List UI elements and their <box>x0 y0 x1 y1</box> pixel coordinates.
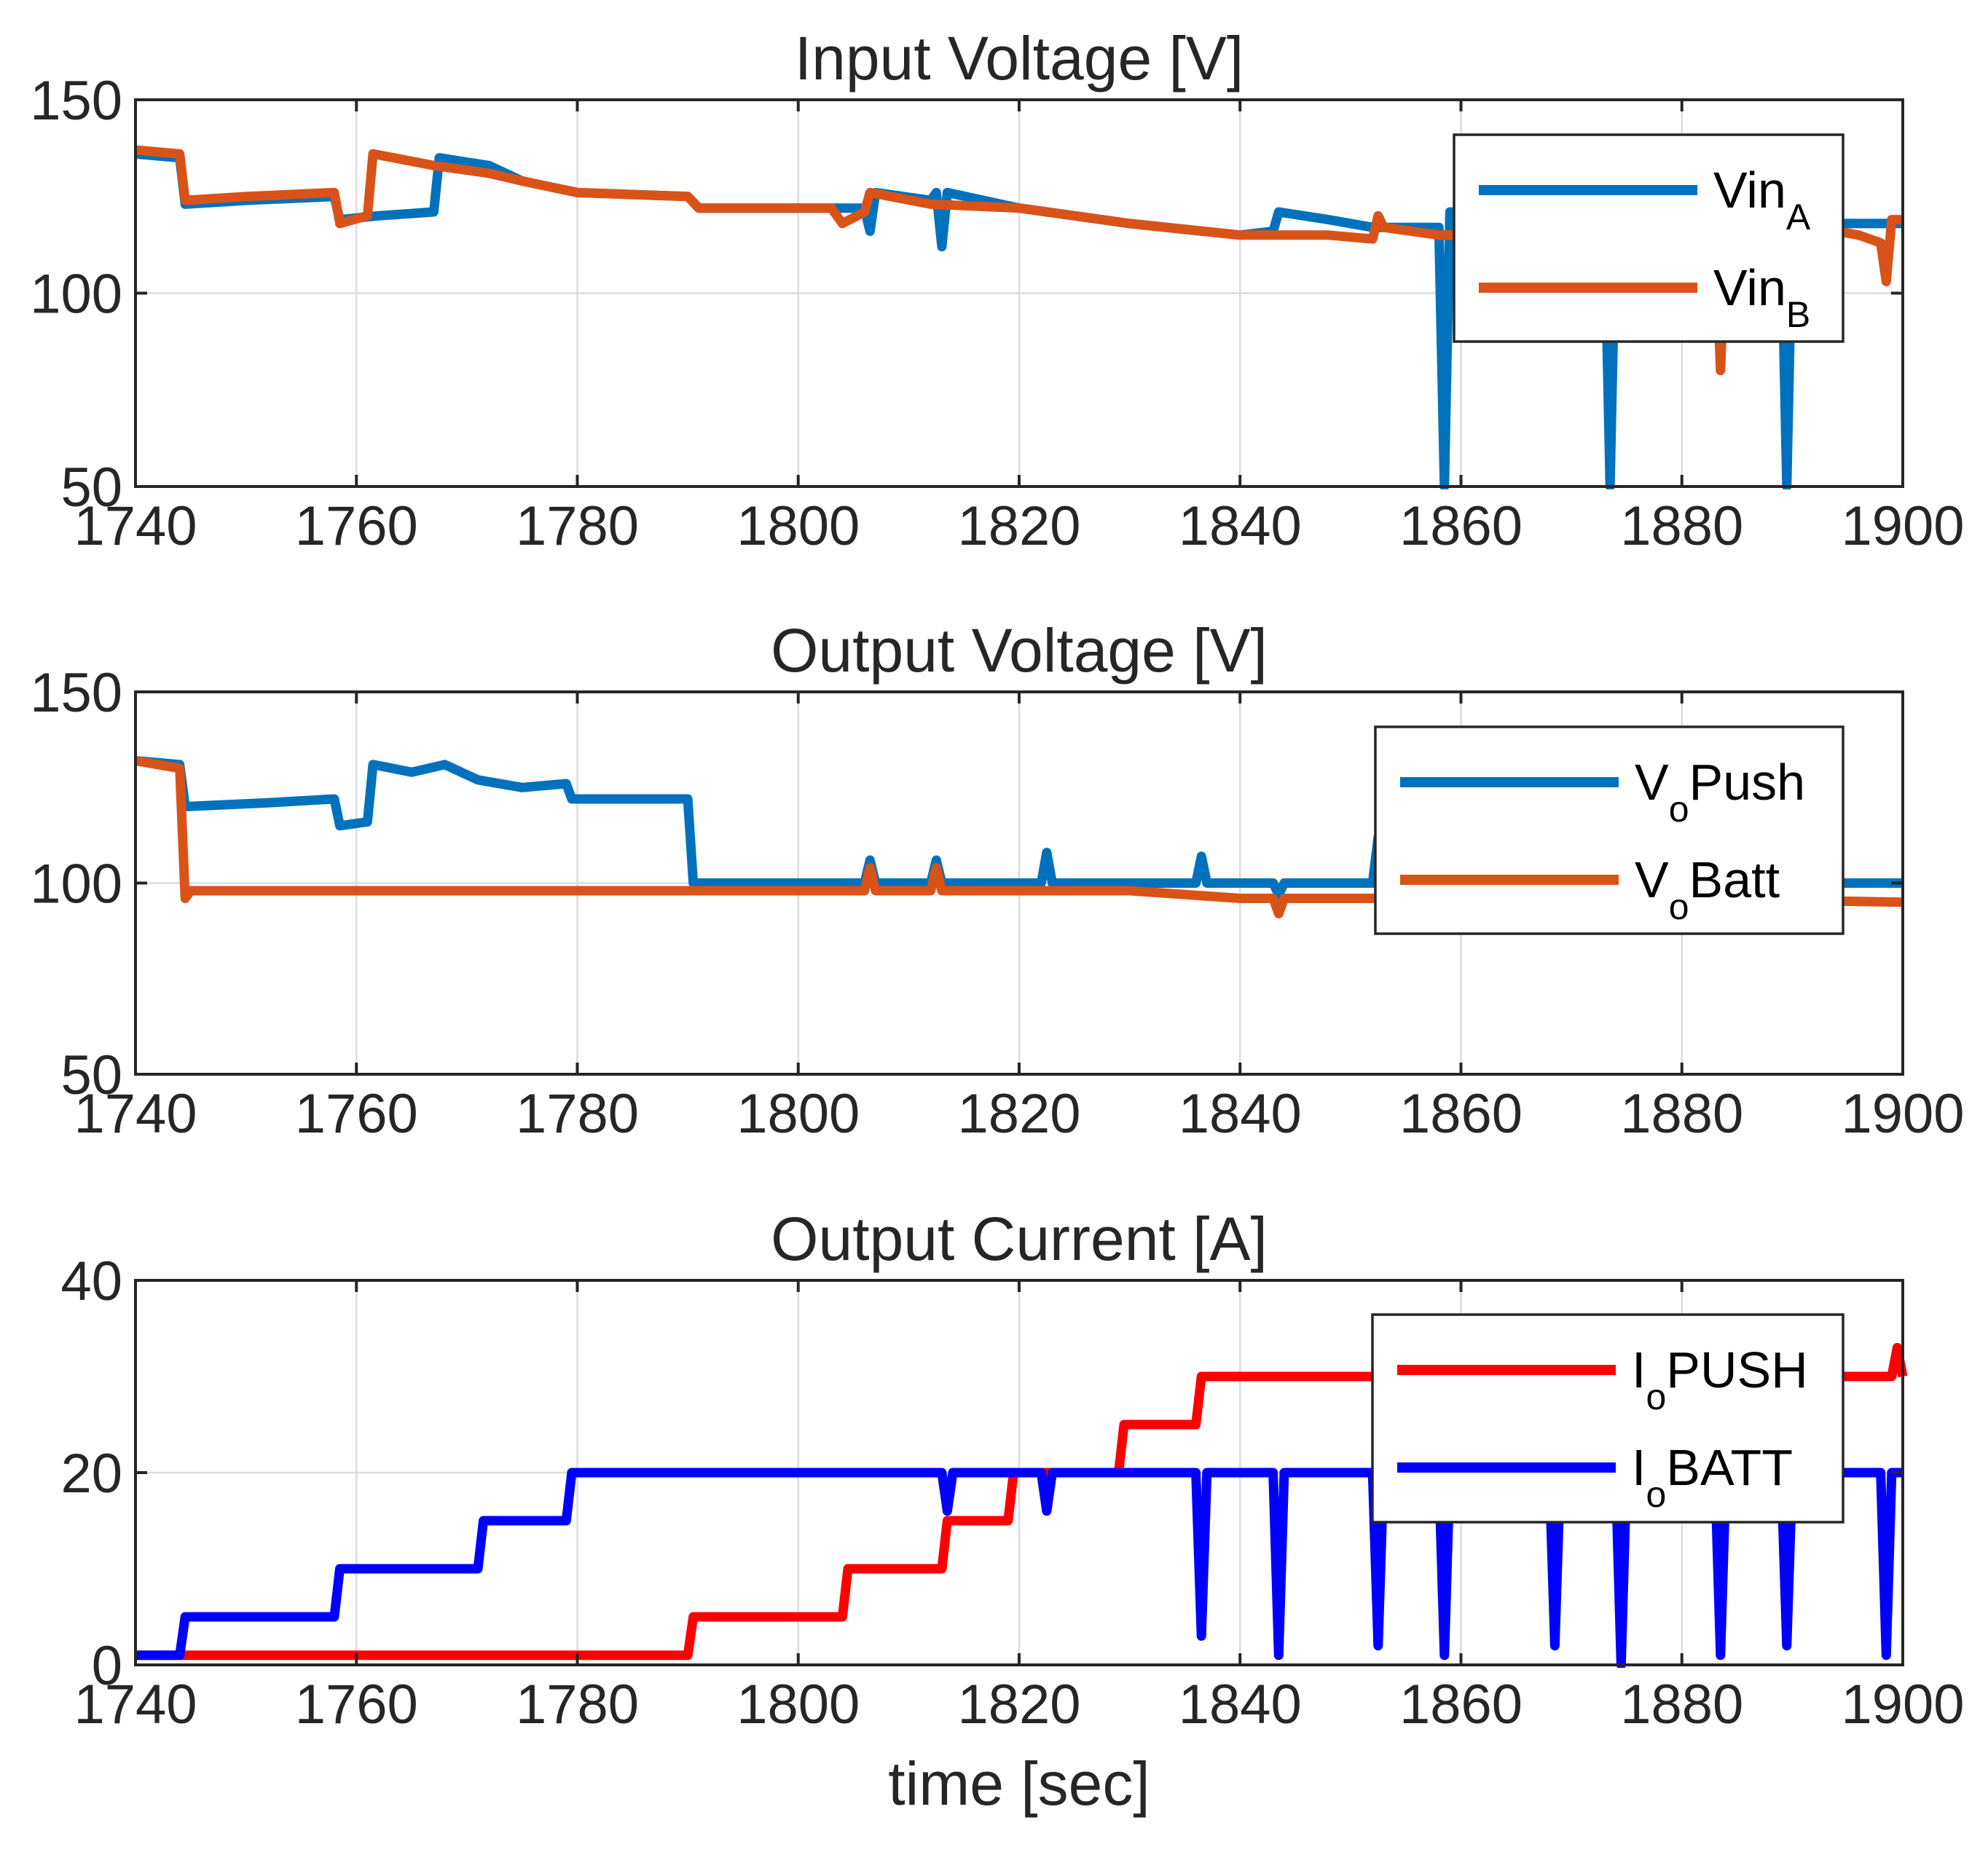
legend-box <box>1371 1313 1844 1524</box>
legend-label-main: I <box>1632 1439 1646 1496</box>
x-tick-label: 1900 <box>1841 1674 1964 1736</box>
chart-title: Output Current [A] <box>771 1205 1268 1273</box>
x-tick-label: 1860 <box>1399 1674 1523 1736</box>
chart-panel-2: 1740 1760 1780 1800 1820 1840 1860 1880 1900 50 10… <box>30 616 1964 1145</box>
chart-title: Input Voltage [V] <box>795 24 1244 92</box>
legend-label-VoBatt: VoBatt <box>1635 851 1780 927</box>
legend-label-tail: Batt <box>1689 851 1780 908</box>
legend-label-subscript: o <box>1669 789 1689 830</box>
x-tick-label: 1860 <box>1399 1083 1523 1145</box>
x-tick-label: 1740 <box>74 1674 197 1736</box>
x-tick-label: 1820 <box>957 1083 1080 1145</box>
x-tick-label: 1800 <box>736 1083 860 1145</box>
x-tick-label: 1820 <box>957 1674 1080 1736</box>
legend-label-subscript: o <box>1669 886 1689 927</box>
legend-box <box>1453 133 1844 343</box>
x-tick-label: 1880 <box>1620 495 1743 557</box>
x-tick-label: 1860 <box>1399 495 1523 557</box>
y-tick-label: 40 <box>60 1250 122 1312</box>
x-tick-label: 1740 <box>74 495 197 557</box>
legend-label-tail: Push <box>1689 754 1806 811</box>
y-tick-label: 50 <box>60 457 122 519</box>
x-tick-label: 1880 <box>1620 1083 1743 1145</box>
legend-label-main: Vin <box>1713 162 1786 218</box>
y-tick-label: 150 <box>30 662 122 724</box>
x-tick-label: 1740 <box>74 1083 197 1145</box>
legend-label-subscript: o <box>1646 1376 1666 1417</box>
x-tick-label: 1820 <box>957 495 1080 557</box>
x-tick-label: 1900 <box>1841 1083 1964 1145</box>
y-tick-label: 100 <box>30 854 122 915</box>
x-tick-label: 1760 <box>295 1674 418 1736</box>
y-tick-label: 0 <box>92 1635 122 1697</box>
x-tick-label: 1840 <box>1179 495 1302 557</box>
chart-panel-1: 1740 1760 1780 1800 1820 1840 1860 1880 1900 50 10… <box>30 24 1964 557</box>
y-tick-label: 150 <box>30 70 122 132</box>
legend-label-tail: BATT <box>1666 1439 1793 1496</box>
chart-title: Output Voltage [V] <box>771 616 1268 685</box>
x-axis-label: time [sec] <box>888 1749 1150 1818</box>
x-tick-label: 1780 <box>516 495 639 557</box>
x-tick-label: 1780 <box>516 1083 639 1145</box>
legend-label-IoPUSH: IoPUSH <box>1632 1342 1808 1417</box>
x-tick-label: 1800 <box>736 1674 860 1736</box>
legend-label-main: V <box>1635 754 1669 811</box>
x-tick-label: 1840 <box>1179 1674 1302 1736</box>
x-tick-label: 1880 <box>1620 1674 1743 1736</box>
y-tick-label: 100 <box>30 264 122 326</box>
x-tick-label: 1840 <box>1179 1083 1302 1145</box>
series-line-VoBatt <box>135 756 1903 918</box>
x-tick-label: 1760 <box>295 1083 418 1145</box>
x-tick-label: 1900 <box>1841 495 1964 557</box>
legend-box <box>1374 725 1844 935</box>
legend-label-main: I <box>1632 1342 1646 1398</box>
chart-panel-3: 1740 1760 1780 1800 1820 1840 1860 1880 1900 0 20 4… <box>60 1205 1964 1818</box>
legend-label-main: Vin <box>1713 259 1786 316</box>
legend-label-tail: PUSH <box>1666 1342 1807 1398</box>
x-tick-label: 1780 <box>516 1674 639 1736</box>
legend-label-VinA: VinA <box>1713 162 1811 237</box>
legend-label-subscript: A <box>1786 197 1811 237</box>
y-tick-label: 50 <box>60 1044 122 1106</box>
legend-label-main: V <box>1635 851 1669 908</box>
x-tick-label: 1760 <box>295 495 418 557</box>
legend-label-VoPush: VoPush <box>1635 754 1805 830</box>
legend-label-VinB: VinB <box>1713 259 1810 335</box>
legend-label-subscript: B <box>1786 294 1810 335</box>
legend-label-subscript: o <box>1646 1474 1666 1515</box>
y-tick-label: 20 <box>60 1443 122 1505</box>
x-tick-label: 1800 <box>736 495 860 557</box>
legend-label-IoBATT: IoBATT <box>1632 1439 1793 1515</box>
